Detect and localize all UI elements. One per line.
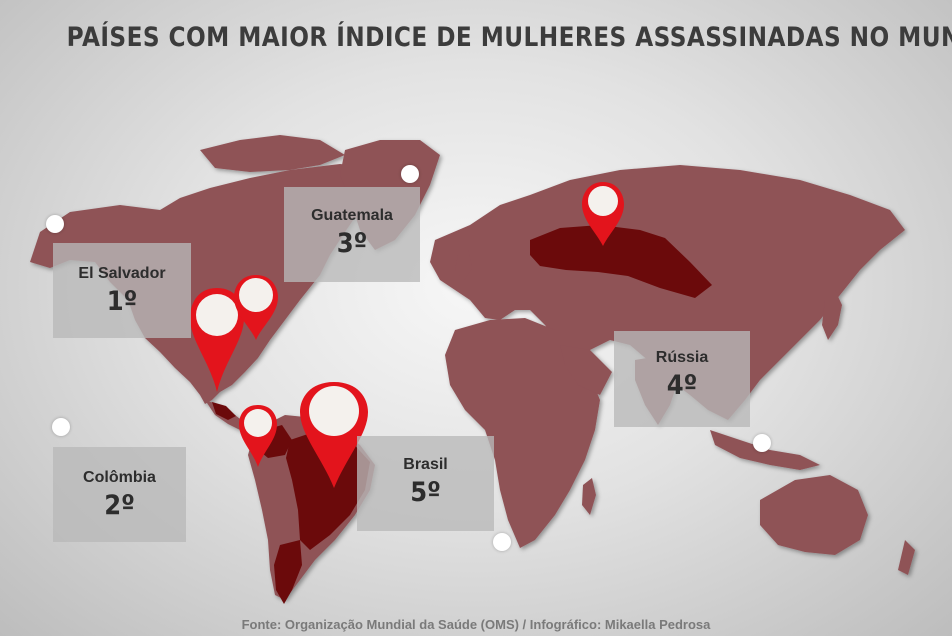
- russia-highlight: [530, 225, 712, 298]
- eurasia-landmass: [430, 165, 905, 420]
- arabia: [560, 345, 612, 395]
- rank-value: 2º: [104, 490, 135, 521]
- brazil-highlight: [286, 430, 370, 550]
- pin-guatemala: [234, 275, 278, 340]
- africa-landmass: [445, 318, 600, 548]
- rank-value: 5º: [410, 477, 441, 508]
- country-name: El Salvador: [78, 265, 166, 282]
- madagascar: [582, 478, 596, 515]
- source-caption: Fonte: Organização Mundial da Saúde (OMS…: [241, 617, 711, 632]
- australia: [760, 475, 868, 555]
- central-america-highlight: [212, 402, 236, 420]
- country-name: Brasil: [403, 456, 448, 473]
- page-title: PAÍSES COM MAIOR ÍNDICE DE MULHERES ASSA…: [66, 22, 952, 53]
- label-colombia: Colômbia 2º: [53, 447, 186, 542]
- connector-dot: [753, 434, 771, 452]
- country-name: Guatemala: [311, 207, 393, 224]
- rank-value: 1º: [106, 286, 138, 317]
- rank-value: 4º: [666, 370, 698, 401]
- connector-dot: [401, 165, 419, 183]
- pin-el-salvador: [190, 288, 244, 392]
- label-brasil: Brasil 5º: [357, 436, 494, 531]
- country-name: Colômbia: [83, 469, 156, 486]
- pin-brasil: [300, 382, 368, 488]
- connector-dot: [52, 418, 70, 436]
- label-guatemala: Guatemala 3º: [284, 187, 420, 282]
- country-name: Rússia: [655, 349, 709, 366]
- south-cone-highlight: [274, 540, 302, 604]
- label-russia: Rússia 4º: [614, 331, 750, 427]
- map-pins: [190, 182, 624, 488]
- rank-value: 3º: [336, 228, 368, 259]
- label-el-salvador: El Salvador 1º: [53, 243, 191, 338]
- pin-colombia: [239, 405, 277, 467]
- uk-islands: [455, 250, 472, 280]
- pin-russia: [582, 182, 624, 246]
- new-zealand: [898, 540, 915, 575]
- connector-dot: [493, 533, 511, 551]
- japan: [822, 290, 842, 340]
- connector-dot: [46, 215, 64, 233]
- arctic-islands: [200, 135, 345, 172]
